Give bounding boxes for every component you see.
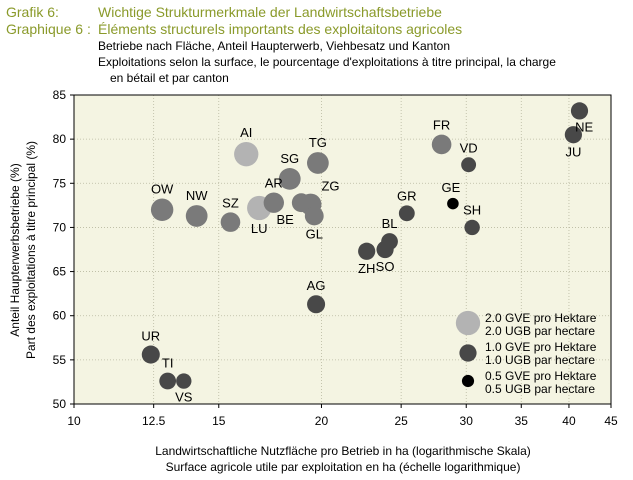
point-label: SH [463,203,481,218]
legend-bubble [455,310,481,336]
point-label: AR [265,176,283,191]
bubble-fr [431,134,452,155]
bubble-ne [570,102,589,120]
point-label: SO [376,259,395,274]
point-label: OW [151,182,174,197]
x-tick-label: 40 [562,414,576,428]
y-tick-label: 60 [53,309,67,323]
point-label: UR [141,329,160,344]
x-axis-label-fr: Surface agricole utile par exploitation … [166,460,521,474]
bubble-ju [564,126,582,144]
y-tick-label: 55 [53,353,67,367]
legend-label: 0.5 GVE pro Hektare [485,369,597,383]
bubble-ur [141,345,160,364]
point-label: GL [306,226,323,241]
x-tick-label: 20 [315,414,329,428]
point-label: GE [442,180,461,195]
x-tick-label: 12.5 [142,414,166,428]
legend-label-fr: 2.0 UGB par hectare [485,324,595,338]
x-tick-label: 30 [460,414,474,428]
subtitle-de: Betriebe nach Fläche, Anteil Haupterwerb… [98,39,451,53]
bubble-sz [220,212,241,232]
bubble-zh [358,242,376,260]
y-tick-label: 65 [53,265,67,279]
y-axis-label: Anteil Haupterwerbsbetriebe (%) [8,163,22,336]
point-label: FR [433,118,450,133]
title-prefix-de: Grafik 6: [6,4,59,20]
bubble-ow [150,198,174,221]
x-tick-label: 35 [515,414,529,428]
x-tick-label: 25 [394,414,408,428]
y-axis-label-fr: Part des exploitations à titre principal… [24,141,38,359]
bubble-gr [398,205,415,222]
y-tick-label: 80 [53,132,67,146]
x-tick-label: 10 [67,414,81,428]
bubble-ti [159,372,177,390]
point-label: NE [575,119,593,134]
bubble-sh [464,219,480,236]
point-label: TI [162,356,174,371]
bubble-ge [447,197,459,210]
point-label: VS [175,390,193,405]
point-label: AI [240,125,252,140]
title-prefix-fr: Graphique 6 : [6,21,91,37]
x-axis-label: Landwirtschaftliche Nutzfläche pro Betri… [155,444,531,458]
bubble-gl [304,206,324,226]
bubble-tg [307,152,329,174]
x-tick-label: 15 [212,414,226,428]
point-label: SZ [222,195,239,210]
title-fr: Éléments structurels importants des expl… [98,21,463,37]
point-label: BE [277,212,295,227]
legend-label: 1.0 GVE pro Hektare [485,340,597,354]
point-label: TG [309,135,327,150]
point-label: AG [307,278,326,293]
y-tick-label: 50 [53,397,67,411]
bubble-be [291,193,311,213]
y-tick-label: 70 [53,220,67,234]
legend-bubble [459,344,477,362]
subtitle-fr: Exploitations selon la surface, le pourc… [98,55,556,69]
bubble-vd [461,157,477,173]
subtitle-fr-continued: en bétail et par canton [110,71,229,85]
point-label: ZH [358,261,375,276]
bubble-vs [176,373,192,389]
legend-label: 2.0 GVE pro Hektare [485,311,597,325]
bubble-ag [307,295,326,314]
point-label: NW [186,188,208,203]
bubble-sg [278,167,301,190]
x-tick-label: 45 [604,414,618,428]
legend-label-fr: 1.0 UGB par hectare [485,353,595,367]
point-label: LU [251,221,268,236]
plot-frame [73,94,612,405]
legend-bubble [461,374,475,388]
y-tick-label: 75 [53,176,67,190]
point-label: SG [280,151,299,166]
bubble-ai [234,141,259,167]
point-label: GR [397,188,417,203]
bubble-bl [381,233,398,250]
y-tick-label: 85 [53,88,67,102]
point-label: JU [565,144,581,159]
bubble-nw [185,205,208,227]
legend-label-fr: 0.5 UGB par hectare [485,382,595,396]
point-label: ZG [321,179,339,194]
point-label: BL [382,216,398,231]
bubble-ar [263,192,284,213]
title-de: Wichtige Strukturmerkmale der Landwirtsc… [98,4,442,20]
point-label: VD [460,140,478,155]
